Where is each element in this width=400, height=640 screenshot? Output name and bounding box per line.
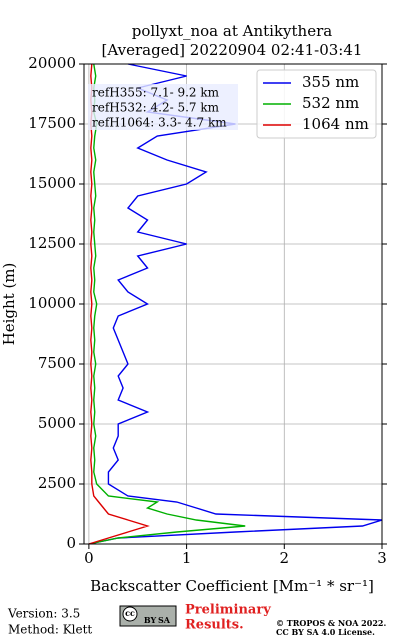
badge-text: SA: [158, 615, 171, 625]
legend-box: [256, 69, 377, 139]
badge-text: cc: [125, 608, 135, 618]
annotation: refH1064: 3.3- 4.7 km: [92, 116, 227, 130]
x-tick-label: 0: [84, 549, 94, 567]
chart-title: pollyxt_noa at Antikythera: [132, 22, 332, 40]
data-line: [88, 63, 383, 545]
legend-label: 355 nm: [302, 73, 359, 91]
legend-label: 1064 nm: [302, 115, 369, 133]
y-tick-label: 17500: [28, 114, 76, 132]
x-axis-label: Backscatter Coefficient [Mm⁻¹ * sr⁻¹]: [90, 577, 374, 595]
y-tick-label: 7500: [38, 354, 76, 372]
y-tick-label: 5000: [38, 414, 76, 432]
data-line: [88, 63, 246, 545]
status: Results.: [185, 618, 244, 633]
annotation: refH355: 7.1- 9.2 km: [92, 86, 220, 100]
y-tick-label: 10000: [28, 294, 76, 312]
method: Method: Klett: [8, 623, 92, 637]
y-axis-label: Height (m): [0, 263, 18, 346]
annotation: refH532: 4.2- 5.7 km: [92, 101, 220, 115]
x-tick-label: 3: [377, 549, 387, 567]
data-line: [88, 63, 150, 545]
badge-icon: [122, 606, 138, 622]
copyright: CC BY SA 4.0 License.: [276, 627, 375, 637]
y-tick-label: 2500: [38, 474, 76, 492]
y-tick-label: 0: [66, 534, 76, 552]
version: Version: 3.5: [7, 607, 80, 621]
x-tick-label: 2: [280, 549, 290, 567]
chart-title: [Averaged] 20220904 02:41-03:41: [102, 41, 363, 59]
x-tick-label: 1: [182, 549, 192, 567]
legend-label: 532 nm: [302, 94, 359, 112]
badge-text: BY: [144, 615, 157, 625]
y-tick-label: 15000: [28, 174, 76, 192]
y-tick-label: 20000: [28, 54, 76, 72]
y-tick-label: 12500: [28, 234, 76, 252]
annotation-box: [88, 84, 238, 130]
copyright: © TROPOS & NOA 2022.: [276, 618, 386, 628]
plot-frame: [83, 63, 383, 545]
status: Preliminary: [185, 603, 271, 618]
